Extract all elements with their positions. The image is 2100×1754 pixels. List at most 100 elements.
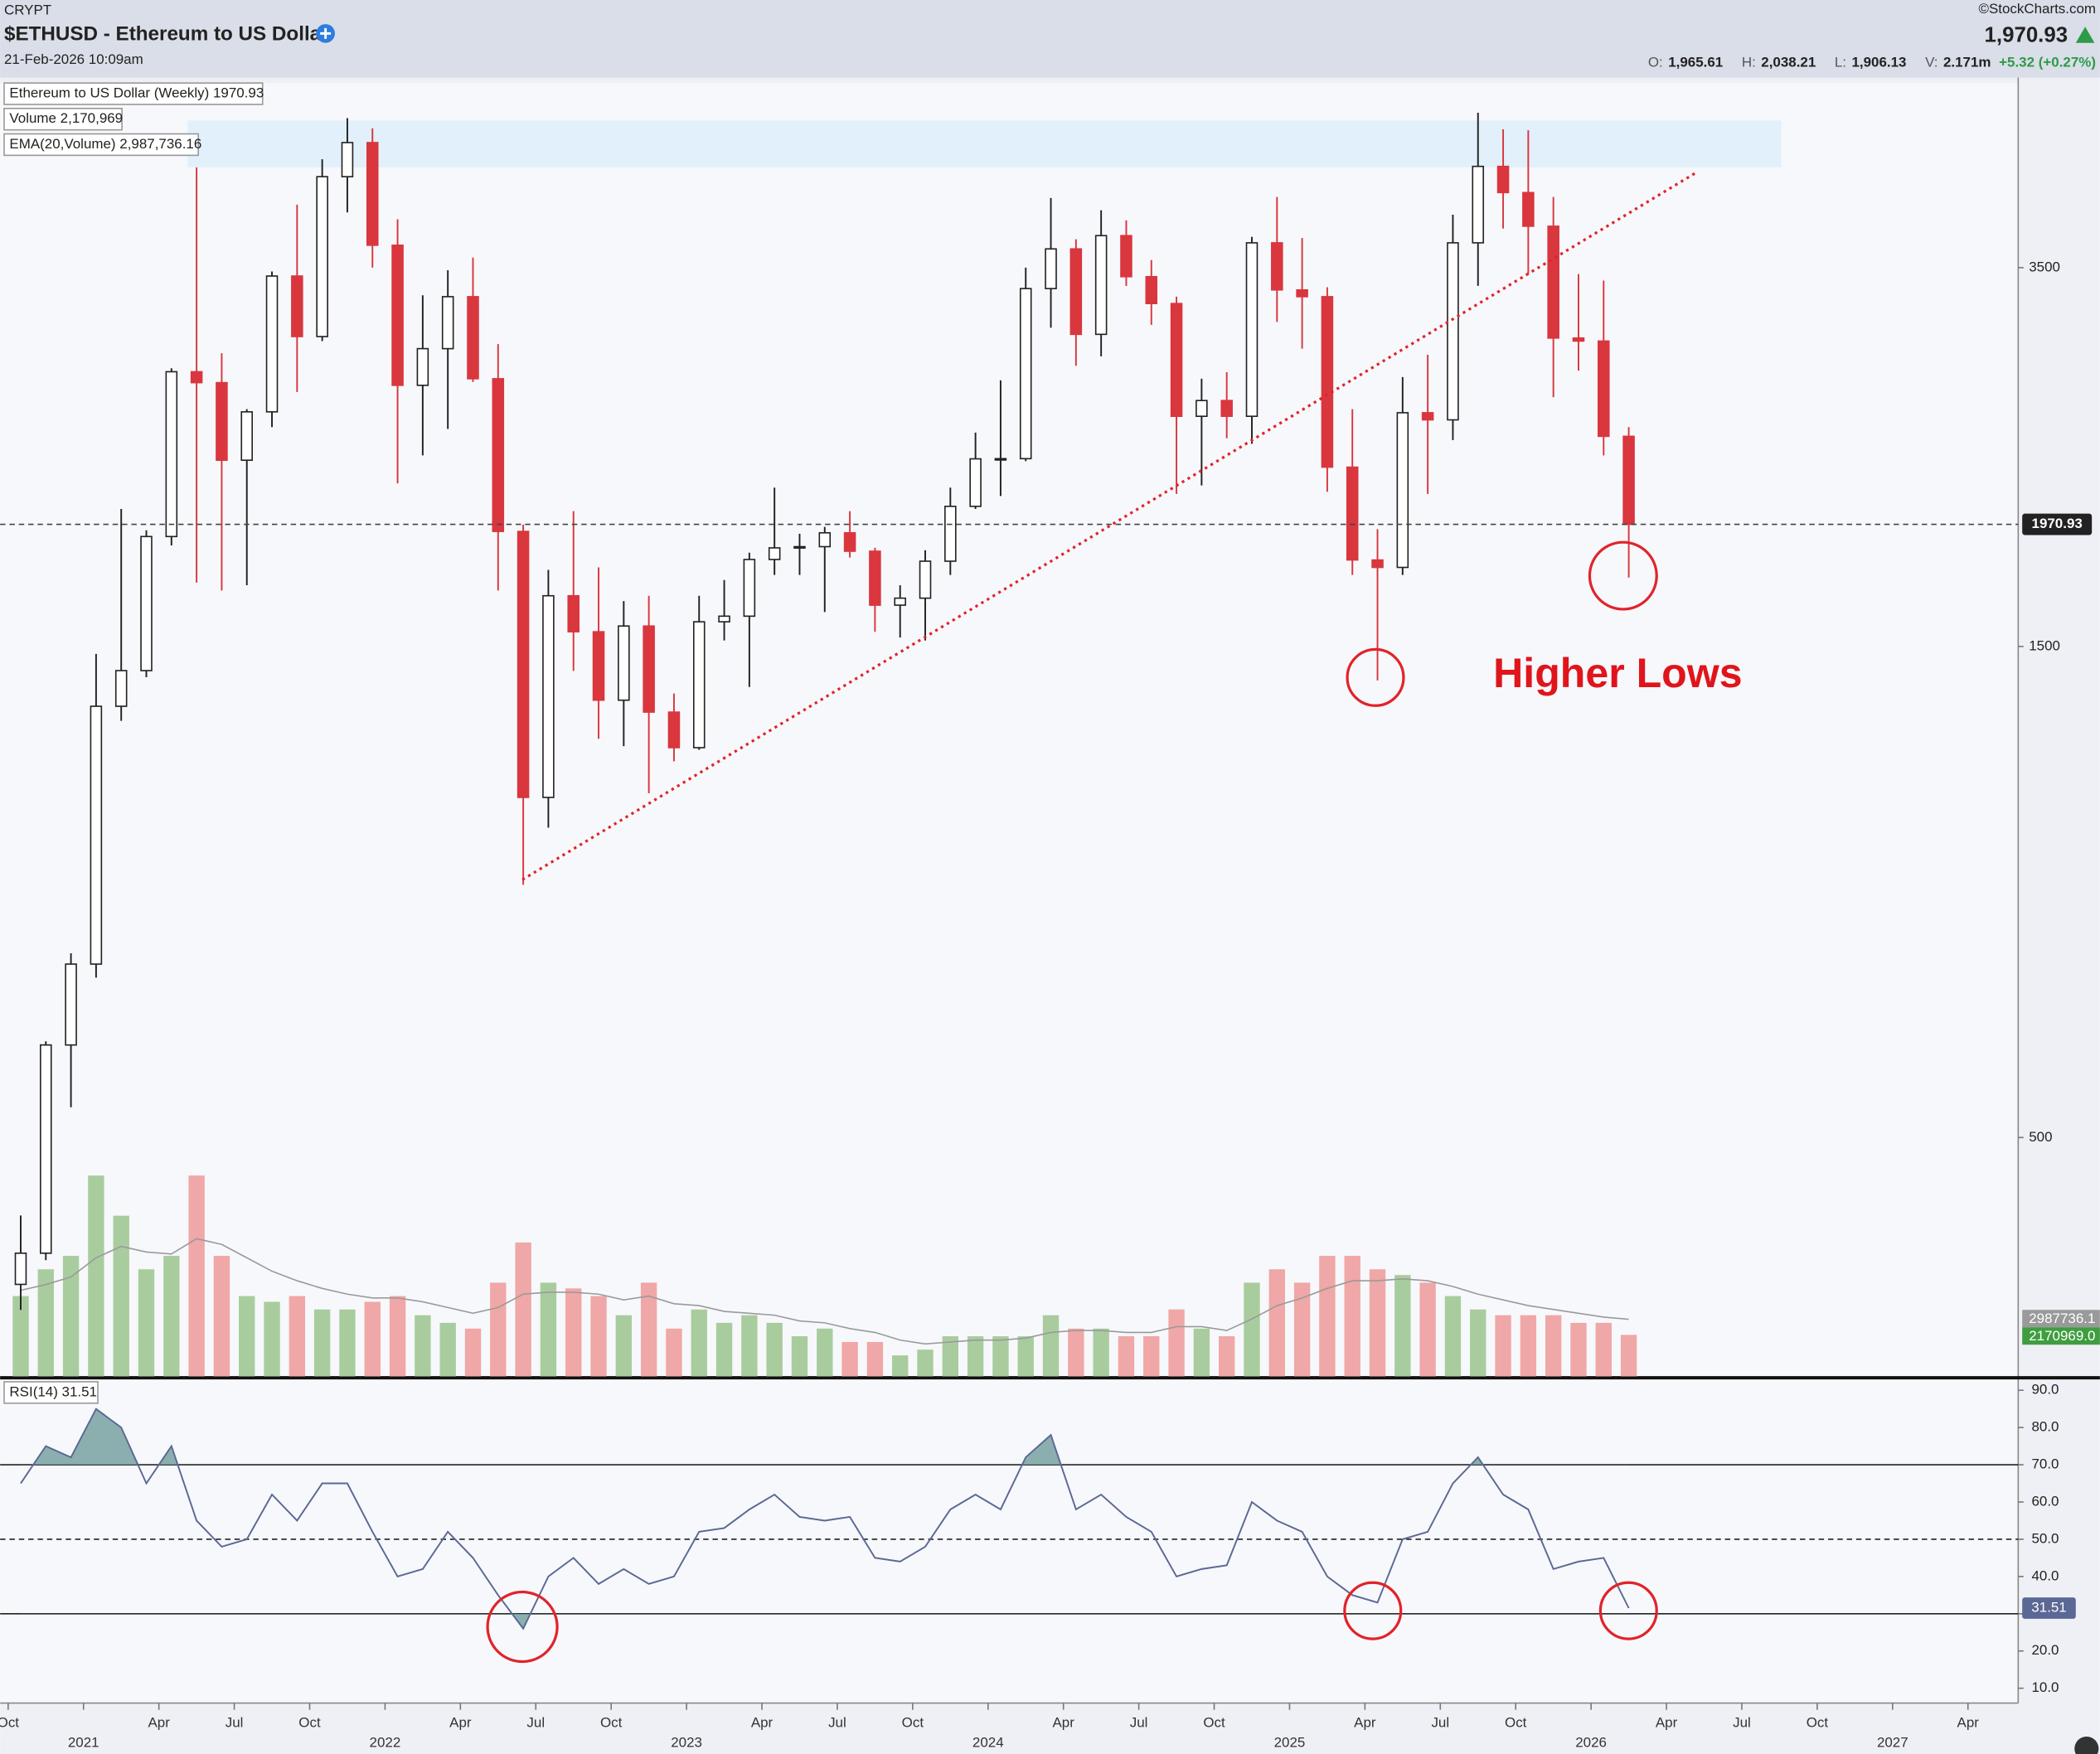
volume-bar [37, 1269, 54, 1377]
symbol-title: $ETHUSD - Ethereum to US Dollar [4, 22, 329, 45]
volume-bar [415, 1315, 431, 1377]
x-tick-label: Apr [449, 1714, 472, 1730]
candle-body [441, 296, 454, 350]
volume-bar [1093, 1328, 1109, 1377]
volume-bar [992, 1336, 1009, 1377]
x-tick-label: Jul [828, 1714, 846, 1730]
legend-price: Ethereum to US Dollar (Weekly) 1970.93 [9, 85, 264, 101]
candle-body [165, 371, 178, 538]
volume-bar [1495, 1315, 1511, 1377]
marks: Oct 2021 Apr Jul Oct 2022 Apr Jul Oct 2023 Apr Jul O… [0, 112, 2100, 1751]
candle-body [542, 594, 555, 798]
candle-body [1094, 235, 1108, 336]
volume-bar [213, 1256, 230, 1377]
volume-bar [264, 1301, 280, 1377]
candle-body [718, 615, 730, 623]
x-tick-label: Apr [751, 1714, 774, 1730]
candle-body [818, 531, 832, 548]
candle-body [643, 625, 655, 713]
volume-bar [1520, 1315, 1537, 1377]
volume-bar [515, 1242, 531, 1377]
volume-bar [1218, 1336, 1235, 1377]
candle-body [843, 531, 856, 552]
candle-body [869, 550, 881, 606]
ema-tag-label: 2987736.1 [2029, 1311, 2095, 1326]
volume-bar [640, 1282, 657, 1377]
candle-body [1496, 165, 1510, 194]
volume-bar [666, 1328, 682, 1377]
volume-bar [917, 1349, 934, 1377]
candle-body [994, 458, 1007, 461]
last-price: 1,970.93 [1985, 23, 2068, 46]
candle-body [467, 296, 479, 380]
volume-bar [1017, 1336, 1034, 1377]
candle-body [492, 378, 505, 532]
volume-bar [1470, 1309, 1486, 1377]
candle-body [1170, 303, 1183, 418]
volume-bar [1244, 1282, 1260, 1377]
add-icon [320, 27, 332, 39]
candle-body [14, 1253, 27, 1286]
candle-body [1371, 559, 1384, 569]
candle-body [1622, 435, 1635, 526]
candle-body [1045, 248, 1057, 289]
volume-bar [892, 1355, 909, 1377]
candle-body [240, 411, 254, 462]
x-tick-label: 2026 [1575, 1735, 1607, 1751]
volume-bar [1293, 1282, 1311, 1377]
volume-bar [1344, 1256, 1360, 1377]
x-tick-label: 2022 [370, 1735, 401, 1751]
candle-body [1421, 412, 1434, 421]
rsi-tick-label: 20.0 [2031, 1642, 2059, 1658]
legend-rsi: RSI(14) 31.51 [9, 1383, 97, 1399]
candle-body [40, 1044, 52, 1254]
ema-tag [2022, 1310, 2100, 1328]
x-tick-label: 2023 [671, 1735, 702, 1751]
volume-bar [163, 1256, 180, 1377]
volume-ema [20, 1238, 1629, 1345]
rsi-tick-label: 70.0 [2031, 1456, 2059, 1472]
x-tick-label: Apr [1656, 1714, 1678, 1730]
volume-bar [339, 1309, 356, 1377]
candle-body [1447, 242, 1459, 421]
x-tick-label: 2021 [68, 1735, 99, 1751]
x-tick-label: Jul [526, 1714, 545, 1730]
candle-body [114, 670, 128, 707]
candle-body [1346, 466, 1359, 561]
volume-bar [1143, 1336, 1160, 1377]
candle-body [1472, 165, 1485, 244]
rsi-tag-label: 31.51 [2031, 1599, 2066, 1615]
change: +5.32 (+0.27%) [1999, 54, 2096, 70]
volume-bar [188, 1175, 205, 1377]
rsi-tag [2022, 1597, 2076, 1619]
ohlc-value: 1,965.61 [1668, 54, 1723, 70]
candle-body [1019, 288, 1032, 460]
candle-body [1572, 337, 1585, 342]
volume-bar [540, 1282, 557, 1377]
settings-icon[interactable] [2074, 1737, 2099, 1754]
candle-body [1396, 412, 1409, 569]
candle-body [416, 347, 429, 386]
volume-bar [1118, 1336, 1135, 1377]
candle-body [1547, 225, 1559, 339]
volume-bar [113, 1215, 129, 1377]
volume-bar [615, 1315, 633, 1377]
x-tick-label: Oct [1807, 1714, 1829, 1730]
volume-bar [791, 1336, 808, 1377]
volume-bar [967, 1336, 984, 1377]
y-tick-label: 500 [2029, 1129, 2052, 1145]
x-tick-label: Jul [1130, 1714, 1148, 1730]
volume-bar [866, 1341, 884, 1377]
volume-bar [766, 1322, 783, 1377]
candle-body [1120, 235, 1132, 278]
candle-body [90, 705, 103, 965]
ohlc-label: V: [1925, 54, 1938, 70]
low-circle [1588, 540, 1658, 611]
legend-ema: EMA(20,Volume) 2,987,736.16 [9, 136, 201, 152]
rsi-tick-label: 50.0 [2031, 1530, 2059, 1546]
rsi-circle [1598, 1581, 1658, 1640]
ohlc-row: +5.32 (+0.27%) 2.171m V: 1,906.13 L: 2,038.21… [1648, 54, 2096, 70]
volume-bar [1545, 1315, 1562, 1377]
candle-body [190, 371, 203, 384]
volume-bar [1268, 1269, 1285, 1377]
